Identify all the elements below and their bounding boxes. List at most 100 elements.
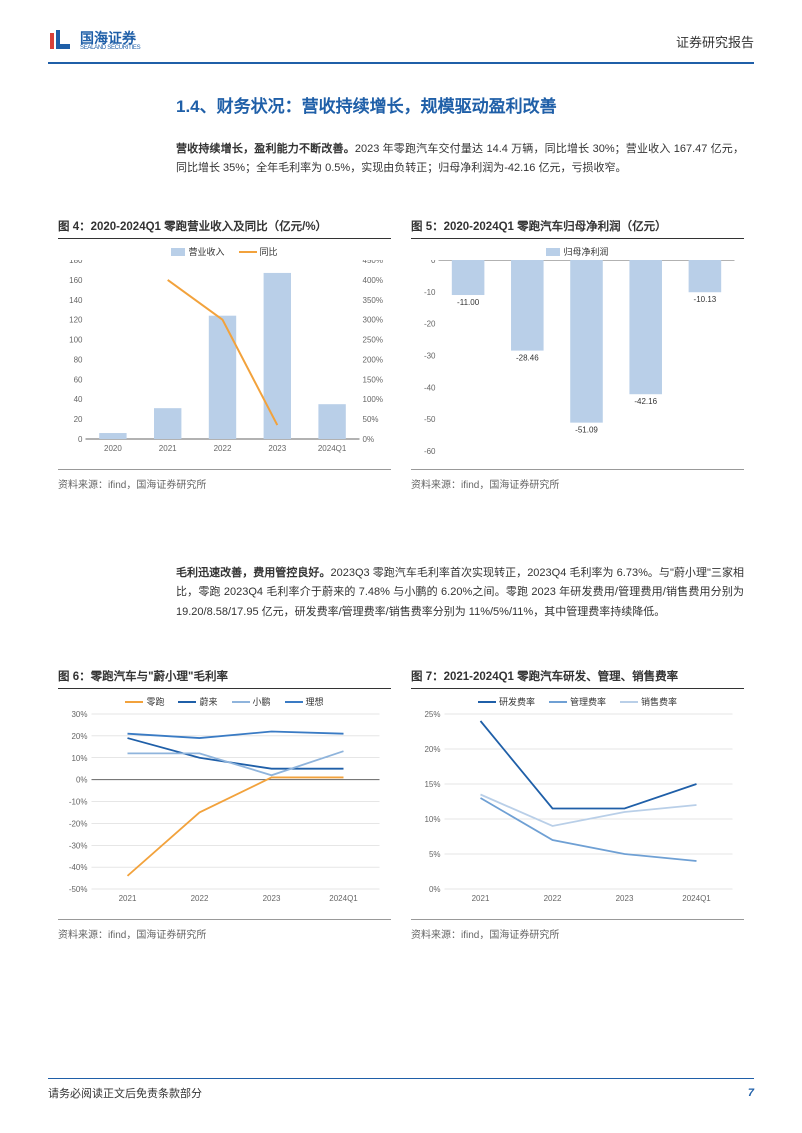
section-title: 1.4、财务状况：营收持续增长，规模驱动盈利改善 xyxy=(176,92,557,117)
svg-text:2021: 2021 xyxy=(472,894,490,903)
svg-text:250%: 250% xyxy=(363,336,383,345)
chart6-legend: 零跑 蔚来 小鹏 理想 xyxy=(58,695,391,708)
svg-text:-51.09: -51.09 xyxy=(575,426,598,435)
svg-text:-11.00: -11.00 xyxy=(457,298,480,307)
page-footer: 请务必阅读正文后免责条款部分 7 xyxy=(48,1078,754,1101)
legend-label: 研发费率 xyxy=(499,695,535,708)
logo-name-en: SEALAND SECURITIES xyxy=(80,45,140,51)
legend-label: 小鹏 xyxy=(253,695,271,708)
chart7-plot: 0%5%10%15%20%25%2021202220232024Q1 xyxy=(411,710,744,920)
svg-text:20%: 20% xyxy=(71,732,87,741)
chart-4: 图 4：2020-2024Q1 零跑营业收入及同比（亿元/%） 营业收入 同比 … xyxy=(58,218,391,491)
svg-text:-40%: -40% xyxy=(69,863,88,872)
para1-bold: 营收持续增长，盈利能力不断改善。 xyxy=(176,143,355,155)
svg-text:2024Q1: 2024Q1 xyxy=(318,444,347,453)
svg-text:0%: 0% xyxy=(363,435,375,444)
chart-5: 图 5：2020-2024Q1 零跑汽车归母净利润（亿元） 归母净利润 -60 -… xyxy=(411,218,744,491)
svg-text:2022: 2022 xyxy=(214,444,232,453)
chart5-legend: 归母净利润 xyxy=(411,245,744,258)
chart7-source: 资料来源：ifind，国海证券研究所 xyxy=(411,926,744,941)
chart4-legend-bar: 营业收入 xyxy=(188,245,224,258)
chart5-legend-label: 归母净利润 xyxy=(563,245,608,258)
svg-text:0: 0 xyxy=(431,260,436,265)
legend-label: 管理费率 xyxy=(570,695,606,708)
svg-text:160: 160 xyxy=(69,276,83,285)
report-type: 证券研究报告 xyxy=(676,32,754,51)
logo-name-cn: 国海证券 xyxy=(80,31,140,45)
svg-text:350%: 350% xyxy=(363,296,383,305)
logo-icon xyxy=(48,28,74,54)
page-header: 国海证券 SEALAND SECURITIES 证券研究报告 xyxy=(48,28,754,64)
svg-text:400%: 400% xyxy=(363,276,383,285)
svg-text:50%: 50% xyxy=(363,415,379,424)
svg-text:-10: -10 xyxy=(424,288,436,297)
chart4-legend-line: 同比 xyxy=(260,245,278,258)
paragraph-2: 毛利迅速改善，费用管控良好。2023Q3 零跑汽车毛利率首次实现转正，2023Q… xyxy=(176,564,744,622)
svg-text:100%: 100% xyxy=(363,395,383,404)
svg-text:80: 80 xyxy=(74,355,83,364)
svg-text:180: 180 xyxy=(69,260,83,265)
svg-text:-50: -50 xyxy=(424,415,436,424)
svg-text:200%: 200% xyxy=(363,355,383,364)
chart7-title: 图 7：2021-2024Q1 零跑汽车研发、管理、销售费率 xyxy=(411,668,744,689)
legend-item: 研发费率 xyxy=(478,695,535,708)
legend-item: 小鹏 xyxy=(232,695,271,708)
legend-item: 销售费率 xyxy=(620,695,677,708)
svg-text:60: 60 xyxy=(74,375,83,384)
chart5-plot: -60-50-40-30-20-1002020-11.002021-28.462… xyxy=(411,260,744,470)
chart-row-2: 图 6：零跑汽车与"蔚小理"毛利率 零跑 蔚来 小鹏 理想 -50% -40% -30% -… xyxy=(58,668,744,941)
svg-text:30%: 30% xyxy=(71,710,87,719)
legend-item: 蔚来 xyxy=(178,695,217,708)
svg-text:5%: 5% xyxy=(429,850,441,859)
chart5-title: 图 5：2020-2024Q1 零跑汽车归母净利润（亿元） xyxy=(411,218,744,239)
svg-text:2023: 2023 xyxy=(263,894,281,903)
legend-label: 理想 xyxy=(306,695,324,708)
svg-text:150%: 150% xyxy=(363,375,383,384)
chart-6: 图 6：零跑汽车与"蔚小理"毛利率 零跑 蔚来 小鹏 理想 -50% -40% -30% -… xyxy=(58,668,391,941)
svg-text:15%: 15% xyxy=(424,780,440,789)
svg-text:2023: 2023 xyxy=(616,894,634,903)
svg-text:2023: 2023 xyxy=(268,444,286,453)
svg-text:0%: 0% xyxy=(76,776,88,785)
paragraph-1: 营收持续增长，盈利能力不断改善。2023 年零跑汽车交付量达 14.4 万辆，同… xyxy=(176,140,744,179)
chart6-title: 图 6：零跑汽车与"蔚小理"毛利率 xyxy=(58,668,391,689)
chart7-legend: 研发费率 管理费率 销售费率 xyxy=(411,695,744,708)
svg-text:-28.46: -28.46 xyxy=(516,354,539,363)
svg-text:2020: 2020 xyxy=(104,444,122,453)
svg-text:-50%: -50% xyxy=(69,885,88,894)
svg-text:2024Q1: 2024Q1 xyxy=(682,894,711,903)
svg-text:2024Q1: 2024Q1 xyxy=(329,894,358,903)
legend-item: 管理费率 xyxy=(549,695,606,708)
chart4-plot: 0204060801001201401601800%50%100%150%200… xyxy=(58,260,391,470)
legend-label: 蔚来 xyxy=(199,695,217,708)
chart-7: 图 7：2021-2024Q1 零跑汽车研发、管理、销售费率 研发费率 管理费率 销… xyxy=(411,668,744,941)
chart6-source: 资料来源：ifind，国海证券研究所 xyxy=(58,926,391,941)
company-logo: 国海证券 SEALAND SECURITIES xyxy=(48,28,140,54)
svg-text:140: 140 xyxy=(69,296,83,305)
chart4-source: 资料来源：ifind，国海证券研究所 xyxy=(58,476,391,491)
legend-item: 零跑 xyxy=(125,695,164,708)
footer-disclaimer: 请务必阅读正文后免责条款部分 xyxy=(48,1085,202,1101)
svg-text:20: 20 xyxy=(74,415,83,424)
page-number: 7 xyxy=(748,1087,754,1099)
svg-text:-20: -20 xyxy=(424,320,436,329)
legend-item: 理想 xyxy=(285,695,324,708)
svg-text:25%: 25% xyxy=(424,710,440,719)
svg-text:-20%: -20% xyxy=(69,819,88,828)
svg-text:-42.16: -42.16 xyxy=(634,397,657,406)
svg-text:-30: -30 xyxy=(424,352,436,361)
svg-text:100: 100 xyxy=(69,336,83,345)
para2-bold: 毛利迅速改善，费用管控良好。 xyxy=(176,567,330,579)
svg-text:-40: -40 xyxy=(424,383,436,392)
svg-text:450%: 450% xyxy=(363,260,383,265)
svg-text:0%: 0% xyxy=(429,885,441,894)
svg-text:-30%: -30% xyxy=(69,841,88,850)
chart-row-1: 图 4：2020-2024Q1 零跑营业收入及同比（亿元/%） 营业收入 同比 … xyxy=(58,218,744,491)
legend-label: 销售费率 xyxy=(641,695,677,708)
svg-text:-60: -60 xyxy=(424,447,436,455)
svg-text:120: 120 xyxy=(69,316,83,325)
svg-text:300%: 300% xyxy=(363,316,383,325)
svg-text:2021: 2021 xyxy=(159,444,177,453)
svg-text:-10%: -10% xyxy=(69,798,88,807)
svg-text:2022: 2022 xyxy=(191,894,209,903)
